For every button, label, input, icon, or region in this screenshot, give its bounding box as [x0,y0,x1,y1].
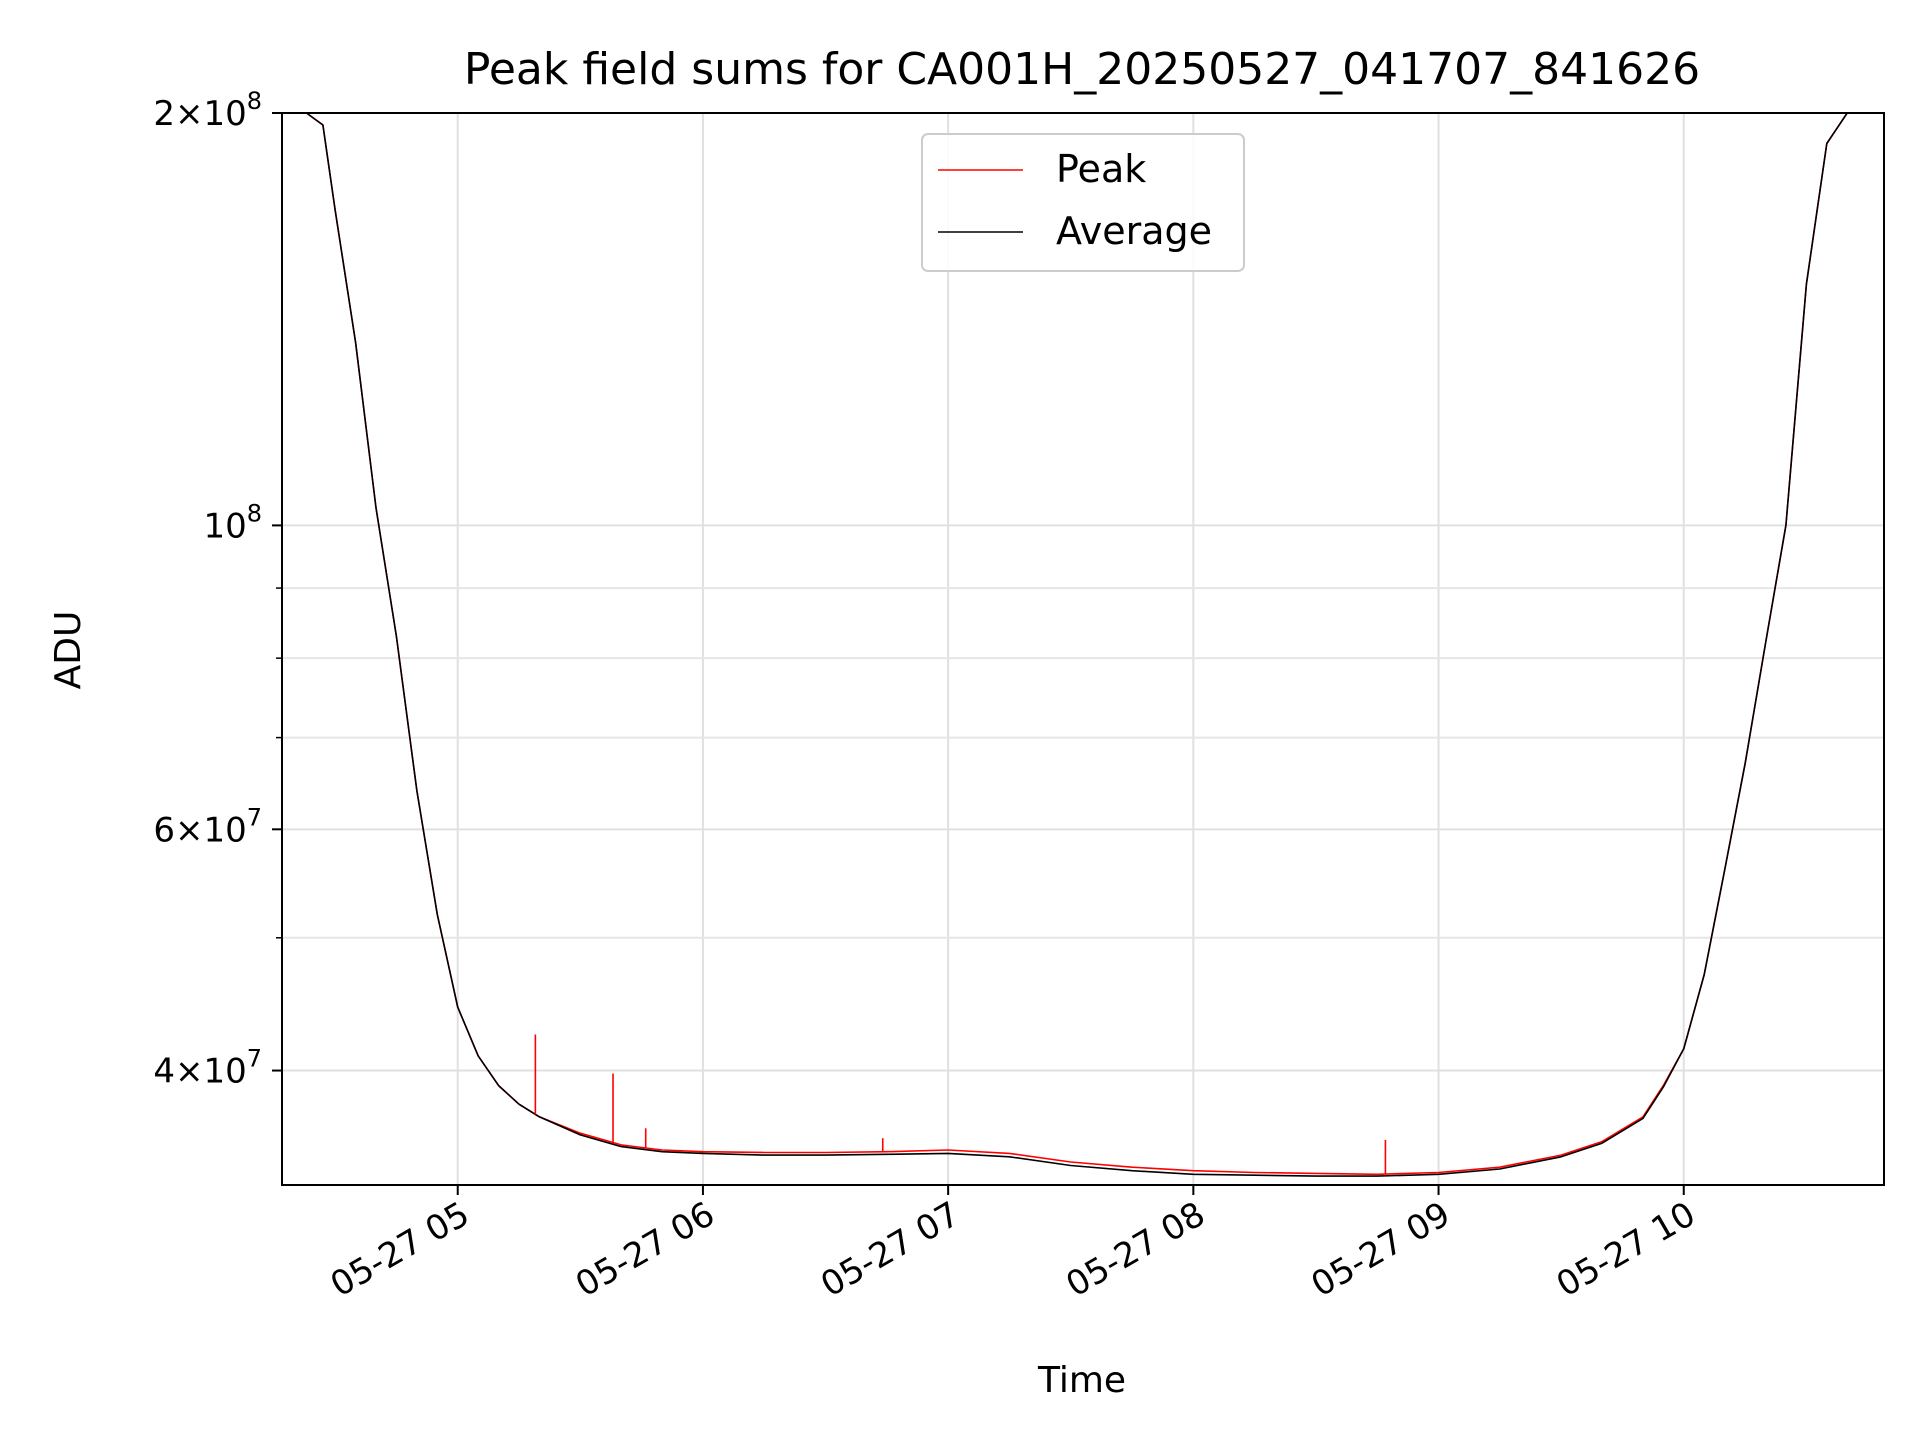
x-axis-label: Time [1037,1360,1126,1401]
y-axis-label: ADU [48,611,89,690]
series-layer [282,112,1884,1177]
plot-frame [281,112,1885,1186]
y-tick-label: 6×107 [153,803,262,850]
chart-title: Peak field sums for CA001H_20250527_0417… [464,44,1700,95]
legend: Peak Average [921,133,1245,272]
legend-label-peak: Peak [1056,147,1146,191]
y-tick-label: 4×107 [153,1045,262,1092]
legend-frame [921,133,1245,272]
y-axis: 4×107 6×107 108 2×108 [153,87,282,1092]
y-tick-label: 108 [203,499,262,546]
series-line-average [282,112,1884,1177]
legend-label-average: Average [1056,209,1212,253]
y-tick-label: 2×108 [153,87,262,134]
